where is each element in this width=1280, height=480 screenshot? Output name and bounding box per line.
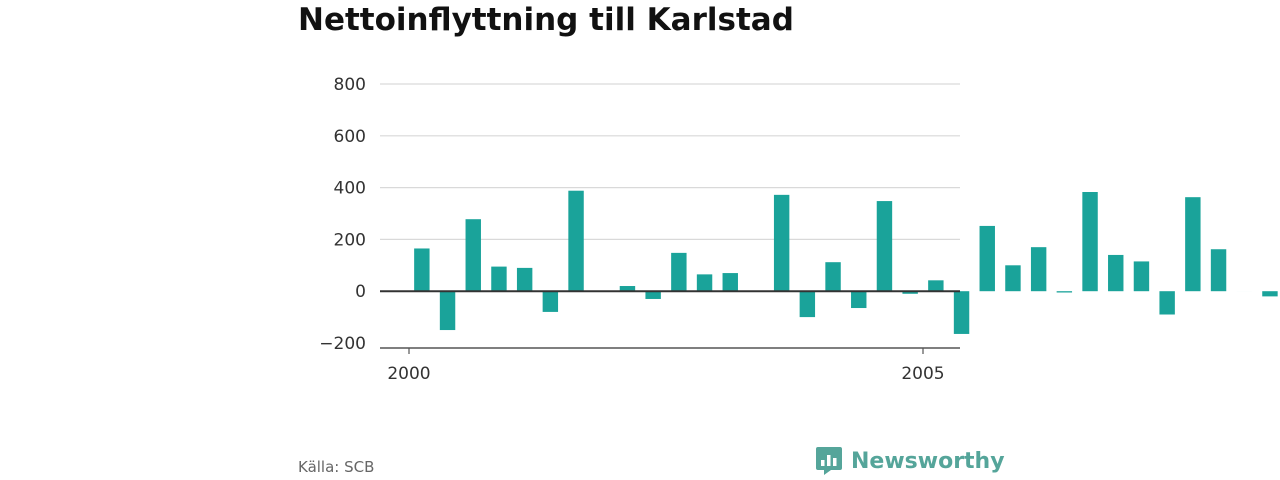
bar: [1159, 291, 1175, 315]
bar: [851, 291, 867, 309]
gridlines: [380, 83, 960, 349]
bar-series: [380, 190, 1278, 334]
bar: [1133, 261, 1150, 292]
bar: [645, 291, 661, 299]
bar: [516, 267, 533, 292]
bar: [979, 225, 995, 292]
bar: [568, 190, 584, 292]
x-tick-label: 2000: [387, 364, 430, 384]
bar: [722, 273, 738, 292]
brand-name: Newsworthy: [851, 448, 1005, 474]
y-axis-ticks: −200 0 200 400 600 800: [319, 75, 366, 354]
source-note: Källa: SCB: [298, 458, 375, 476]
bar: [773, 194, 790, 292]
bar: [619, 286, 636, 292]
bar: [1082, 192, 1098, 292]
bar: [1185, 197, 1201, 292]
newsworthy-logo-icon: [816, 447, 842, 475]
bar: [928, 280, 944, 292]
bar: [1056, 291, 1073, 293]
bar: [1030, 247, 1047, 292]
bar: [1005, 265, 1021, 292]
bar: [1210, 249, 1227, 292]
bar: [465, 219, 481, 292]
bar: [825, 262, 841, 292]
y-tick-label: 0: [355, 282, 366, 302]
bar: [439, 291, 456, 331]
y-tick-label: 400: [334, 179, 366, 199]
bar: [902, 291, 918, 294]
y-tick-label: −200: [319, 334, 366, 354]
bar: [542, 291, 559, 312]
brand-logo: Newsworthy: [815, 446, 1005, 476]
x-tick-label: 2005: [901, 364, 944, 384]
y-tick-label: 600: [334, 127, 366, 147]
y-tick-label: 200: [334, 230, 366, 250]
bar: [1262, 291, 1278, 297]
bar: [696, 274, 713, 292]
bar: [953, 291, 970, 334]
bar: [1108, 254, 1124, 292]
bar: [876, 201, 893, 292]
bar: [799, 291, 816, 318]
bar: [671, 252, 687, 292]
bar: [491, 266, 507, 292]
chart-title: Nettoinflyttning till Karlstad: [298, 2, 794, 38]
bar: [414, 248, 430, 292]
y-tick-label: 800: [334, 75, 366, 95]
x-axis-ticks: 200020052010201520202025: [387, 348, 945, 384]
